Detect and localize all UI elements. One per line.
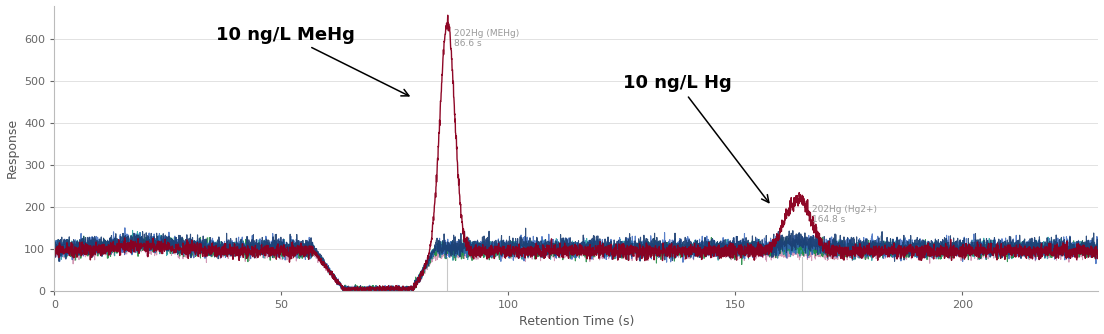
X-axis label: Retention Time (s): Retention Time (s) (519, 315, 634, 328)
Text: 202Hg (Hg2+)
164.8 s: 202Hg (Hg2+) 164.8 s (813, 205, 878, 224)
Text: 202Hg (MEHg)
86.6 s: 202Hg (MEHg) 86.6 s (454, 29, 519, 48)
Text: 10 ng/L MeHg: 10 ng/L MeHg (216, 25, 408, 96)
Text: 10 ng/L Hg: 10 ng/L Hg (624, 74, 768, 202)
Y-axis label: Response: Response (6, 118, 19, 178)
